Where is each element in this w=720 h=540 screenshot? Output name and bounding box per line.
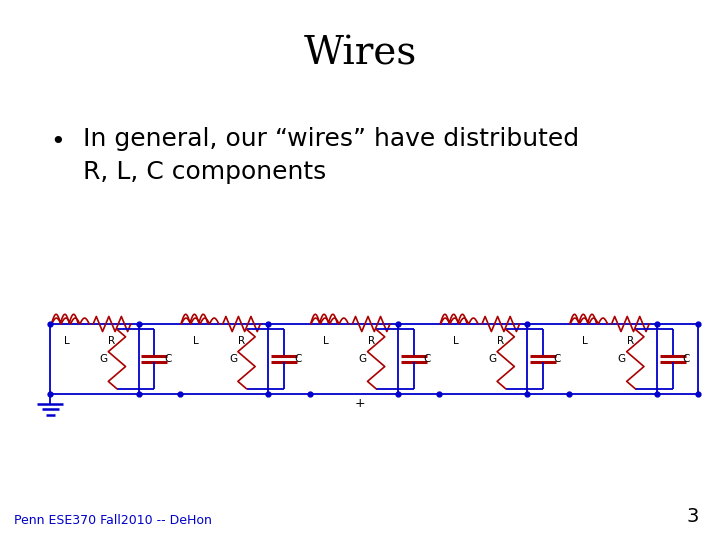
Text: C: C — [683, 354, 690, 364]
Text: C: C — [423, 354, 431, 364]
Text: R: R — [238, 336, 245, 346]
Text: L: L — [323, 336, 329, 346]
Text: R: R — [498, 336, 504, 346]
Text: G: G — [229, 354, 237, 364]
Text: G: G — [618, 354, 626, 364]
Text: L: L — [453, 336, 459, 346]
Text: Penn ESE370 Fall2010 -- DeHon: Penn ESE370 Fall2010 -- DeHon — [14, 514, 212, 526]
Text: G: G — [488, 354, 496, 364]
Text: L: L — [194, 336, 199, 346]
Text: C: C — [164, 354, 172, 364]
Text: +: + — [355, 397, 365, 410]
Text: G: G — [99, 354, 107, 364]
Text: R: R — [627, 336, 634, 346]
Text: In general, our “wires” have distributed
R, L, C components: In general, our “wires” have distributed… — [83, 127, 579, 184]
Text: G: G — [359, 354, 366, 364]
Text: 3: 3 — [686, 508, 698, 526]
Text: L: L — [64, 336, 70, 346]
Text: Wires: Wires — [303, 36, 417, 72]
Text: C: C — [553, 354, 561, 364]
Text: R: R — [368, 336, 374, 346]
Text: C: C — [294, 354, 302, 364]
Text: L: L — [582, 336, 588, 346]
Text: •: • — [50, 130, 65, 153]
Text: R: R — [109, 336, 115, 346]
